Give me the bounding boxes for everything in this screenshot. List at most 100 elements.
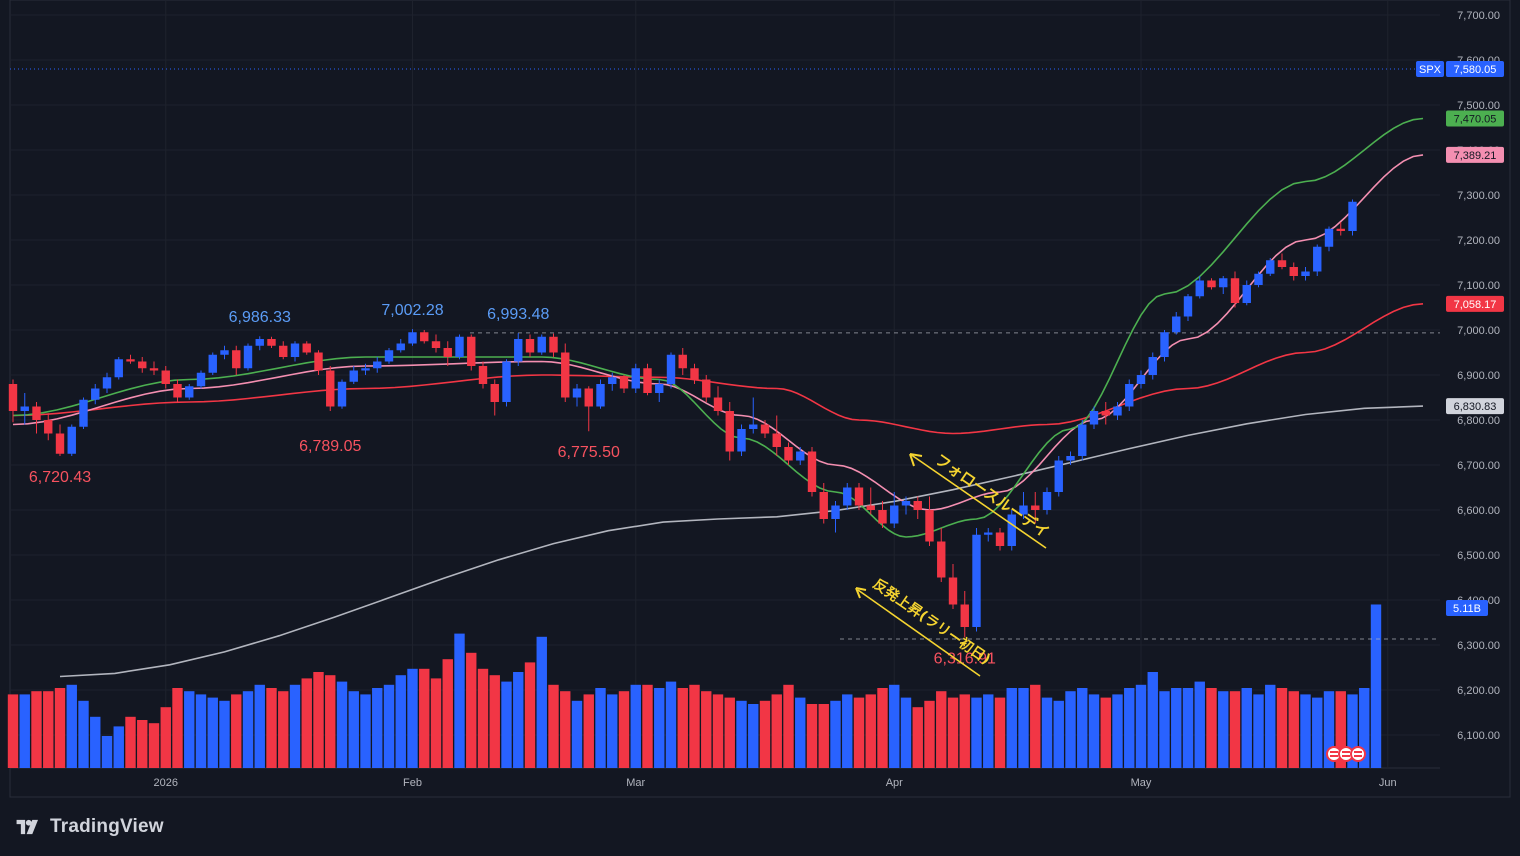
candle-body	[890, 505, 899, 524]
volume-bar	[19, 694, 30, 768]
candle-body	[1195, 280, 1204, 297]
candle-body	[361, 368, 370, 371]
volume-bar	[912, 707, 923, 768]
tradingview-brand[interactable]: TradingView	[12, 813, 164, 841]
volume-bar	[630, 684, 641, 768]
candle-body	[1289, 267, 1298, 276]
candle-body	[619, 377, 629, 389]
y-tick-label: 6,900.00	[1457, 370, 1500, 382]
volume-bar	[830, 700, 841, 768]
volume-bar	[1347, 694, 1358, 768]
candle-body	[596, 384, 605, 407]
candle-body	[1313, 246, 1322, 272]
candle-body	[1078, 424, 1087, 456]
y-tick-label: 6,700.00	[1457, 460, 1500, 472]
volume-bar	[1065, 691, 1076, 768]
candle-body	[901, 501, 911, 506]
volume-bar	[325, 675, 336, 768]
candle-body	[913, 501, 922, 510]
callout-arrow-line	[857, 589, 981, 677]
volume-bar	[1218, 691, 1229, 768]
candle-body	[478, 366, 488, 384]
us-flag-event-icon[interactable]	[1350, 746, 1366, 762]
y-tick-label: 7,100.00	[1457, 280, 1500, 292]
swing-high-label: 7,002.28	[381, 302, 443, 319]
candle-body	[807, 451, 817, 492]
volume-bar	[148, 723, 160, 768]
candle-body	[514, 339, 523, 362]
candle-body	[1183, 296, 1193, 317]
volume-bar	[1041, 697, 1053, 768]
volume-bar	[383, 684, 395, 768]
volume-bar	[795, 697, 806, 768]
candle-body	[502, 361, 511, 402]
volume-bar	[1359, 688, 1370, 768]
last-price-badge-bg	[1446, 60, 1504, 77]
volume-bar	[360, 694, 371, 768]
volume-bar	[560, 691, 571, 768]
candle-body	[784, 447, 793, 461]
volume-bar	[336, 681, 348, 768]
volume-bar	[983, 694, 994, 768]
volume-bar	[736, 700, 747, 768]
candle-body	[937, 541, 946, 578]
candle-body	[690, 368, 699, 380]
volume-bar	[1300, 694, 1311, 768]
y-tick-label: 6,200.00	[1457, 685, 1500, 697]
candle-body	[713, 397, 723, 411]
volume-bar	[1194, 681, 1205, 768]
ma10-line	[12, 117, 1424, 538]
candle-body	[1066, 456, 1075, 461]
volume-bar	[407, 668, 418, 768]
volume-bar	[266, 688, 277, 768]
volume-bar	[712, 694, 724, 768]
candle-body	[396, 343, 405, 351]
candle-body	[67, 426, 76, 454]
candle-body	[819, 492, 828, 519]
volume-bar	[477, 668, 489, 768]
candle-body	[725, 411, 734, 452]
volume-bar	[900, 697, 912, 768]
candle-body	[561, 352, 570, 398]
candle-body	[643, 368, 652, 393]
volume-bar	[1006, 688, 1017, 768]
volume-bar	[865, 694, 876, 768]
candle-body	[161, 370, 170, 384]
candle-body	[702, 379, 711, 398]
candle-body	[1266, 260, 1275, 274]
swing-low-label: 6,789.05	[299, 438, 361, 455]
candle-body	[138, 361, 147, 369]
volume-bar	[689, 684, 700, 768]
volume-bar	[1053, 700, 1064, 768]
volume-bar	[818, 704, 829, 768]
ma21-badge: 7,389.21	[1454, 150, 1497, 162]
volume-bar	[783, 684, 794, 768]
candle-body	[572, 388, 582, 398]
candle-body	[431, 341, 441, 348]
candle-body	[1301, 271, 1310, 276]
x-tick-label: Mar	[626, 777, 645, 789]
volume-bar	[219, 700, 230, 768]
volume-bar	[301, 678, 312, 768]
candle-body	[525, 339, 535, 353]
candle-body	[831, 505, 840, 519]
symbol-tag-bg	[1416, 60, 1444, 77]
volume-bar	[66, 684, 77, 768]
volume-bar	[1159, 691, 1170, 768]
candle-body	[960, 604, 969, 627]
ma200-badge: 6,830.83	[1454, 401, 1497, 413]
candle-body	[972, 534, 981, 627]
volume-bar	[1288, 691, 1299, 768]
volume-bar	[936, 691, 947, 768]
volume-bar	[1206, 688, 1217, 768]
volume-bar	[583, 694, 594, 768]
candle-body	[490, 384, 499, 402]
candle-body	[1019, 505, 1028, 515]
swing-high-label: 6,993.48	[487, 306, 549, 323]
y-tick-label: 7,300.00	[1457, 190, 1500, 202]
ma21-badge-bg	[1446, 146, 1504, 163]
volume-bar	[724, 697, 735, 768]
volume-bar	[125, 716, 136, 768]
